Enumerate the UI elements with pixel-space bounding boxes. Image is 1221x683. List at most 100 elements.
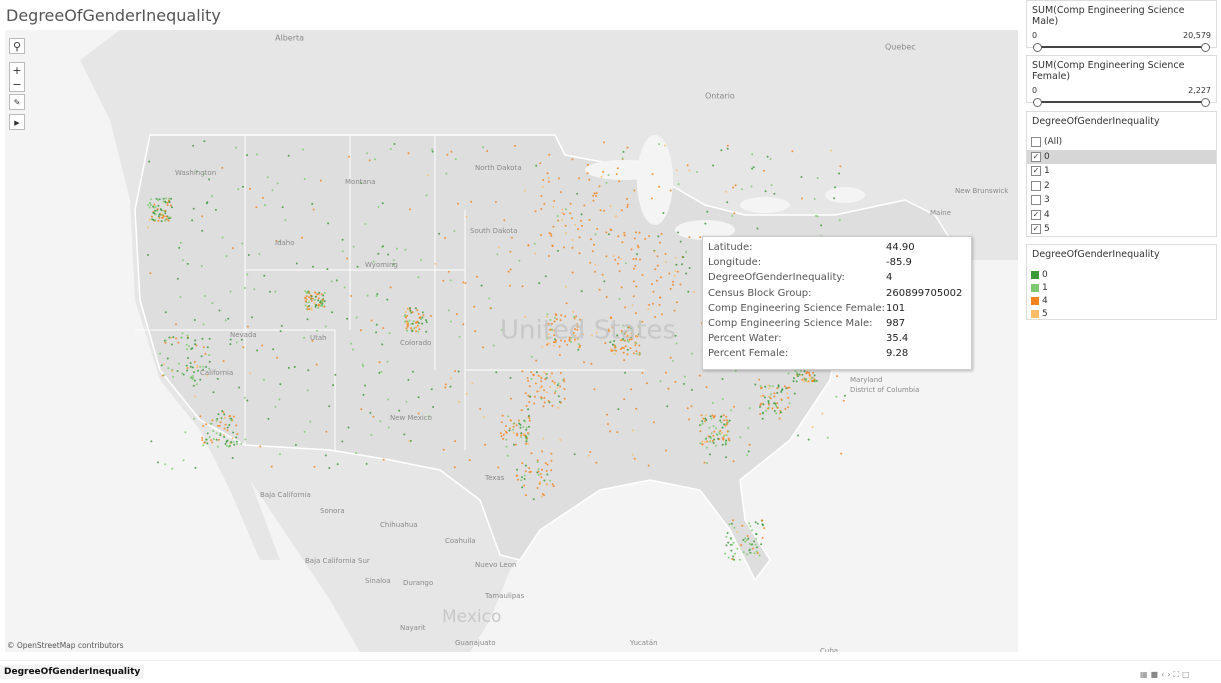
legend-swatch: [1031, 283, 1039, 292]
map-point: [242, 185, 244, 188]
filter-option[interactable]: ✓ 1: [1027, 164, 1216, 179]
view-controls[interactable]: ▦■‹›⛶□: [1140, 670, 1193, 679]
map-point: [542, 179, 545, 181]
map-point: [622, 324, 624, 327]
map-point: [633, 189, 636, 192]
search-button[interactable]: ⚲: [9, 38, 25, 54]
map-point: [593, 192, 596, 195]
map-point: [601, 273, 604, 276]
filter-option[interactable]: 3: [1027, 193, 1216, 208]
slider-handle[interactable]: [1201, 43, 1210, 52]
map-point: [560, 219, 563, 222]
map-point: [157, 461, 159, 464]
filter-option[interactable]: (All): [1027, 135, 1216, 150]
checkbox[interactable]: ✓: [1031, 151, 1041, 162]
map-point: [546, 463, 549, 466]
map-point: [501, 414, 504, 417]
map-point: [201, 229, 204, 232]
map-point: [660, 232, 663, 235]
map-point: [350, 295, 352, 297]
map-point: [355, 316, 358, 319]
sheet-tab-bar: DegreeOfGenderInequality: [0, 660, 1221, 683]
filter-option[interactable]: 2: [1027, 179, 1216, 194]
map-label: Utah: [310, 334, 327, 342]
map-label: Baja California Sur: [305, 557, 370, 565]
checkbox[interactable]: [1031, 195, 1041, 206]
tooltip-value: 44.90: [886, 242, 915, 253]
map-point: [711, 414, 714, 417]
map-point: [571, 271, 574, 274]
map-point: [769, 397, 772, 400]
map-point: [534, 252, 537, 255]
slider[interactable]: [1033, 43, 1210, 52]
map-point: [295, 262, 298, 265]
map-point: [157, 219, 160, 222]
slider[interactable]: [1033, 98, 1210, 107]
map-point: [406, 314, 409, 317]
map-point: [796, 373, 799, 376]
map-point: [215, 432, 218, 435]
zoom-out-button[interactable]: −: [9, 77, 25, 92]
map-point: [164, 219, 167, 222]
map-point: [637, 333, 640, 336]
map-point: [208, 354, 211, 357]
checkbox[interactable]: ✓: [1031, 224, 1041, 235]
checkbox[interactable]: [1031, 137, 1041, 148]
map-point: [554, 332, 557, 335]
map-point: [525, 405, 528, 407]
map-point: [538, 282, 541, 285]
map-point: [303, 336, 306, 339]
map-point: [212, 430, 215, 433]
map-point: [630, 336, 632, 339]
map-point: [748, 522, 751, 525]
map-point: [609, 430, 612, 433]
map-point: [555, 339, 558, 342]
map-point: [536, 461, 539, 464]
filter-option[interactable]: ✓ 5: [1027, 222, 1216, 237]
checkbox[interactable]: ✓: [1031, 166, 1041, 177]
map-point: [586, 172, 589, 175]
map-point: [652, 421, 655, 424]
zoom-in-button[interactable]: +: [9, 62, 25, 77]
map-point: [630, 338, 633, 341]
map-point: [614, 346, 616, 349]
map-point: [559, 385, 562, 388]
map-point: [520, 436, 523, 439]
map-point: [215, 438, 218, 441]
map-point: [767, 402, 770, 404]
filter-option[interactable]: ✓ 4: [1027, 208, 1216, 223]
map-point: [386, 298, 389, 301]
reset-map-button[interactable]: ✎: [9, 94, 25, 110]
map-point: [454, 370, 456, 373]
checkbox[interactable]: [1031, 180, 1041, 191]
map-point: [577, 343, 580, 346]
map-point: [794, 369, 797, 372]
map-point: [524, 464, 527, 467]
map-point: [734, 552, 737, 555]
slider-handle[interactable]: [1201, 98, 1210, 107]
map-point: [352, 245, 355, 248]
slider-handle[interactable]: [1033, 98, 1042, 107]
map-point: [312, 208, 315, 211]
map-point: [168, 336, 171, 339]
checkbox[interactable]: ✓: [1031, 209, 1041, 220]
map-point: [536, 487, 539, 489]
toolbar-expand-button[interactable]: ▶: [9, 114, 25, 130]
filter-option[interactable]: ✓ 0: [1027, 149, 1216, 164]
map-point: [314, 291, 317, 294]
map-point: [611, 343, 614, 346]
map-point: [360, 408, 363, 411]
map-point: [635, 342, 638, 345]
slider-handle[interactable]: [1033, 43, 1042, 52]
map-point: [308, 296, 310, 299]
map-point: [800, 374, 803, 377]
map-point: [760, 543, 763, 546]
map-point: [564, 315, 567, 318]
map-point: [553, 382, 556, 385]
map-point: [530, 371, 533, 374]
map-point: [235, 440, 238, 443]
map-point: [524, 494, 527, 497]
map-point: [221, 410, 224, 412]
sheet-tab[interactable]: DegreeOfGenderInequality: [0, 665, 145, 679]
map-point: [709, 435, 712, 438]
